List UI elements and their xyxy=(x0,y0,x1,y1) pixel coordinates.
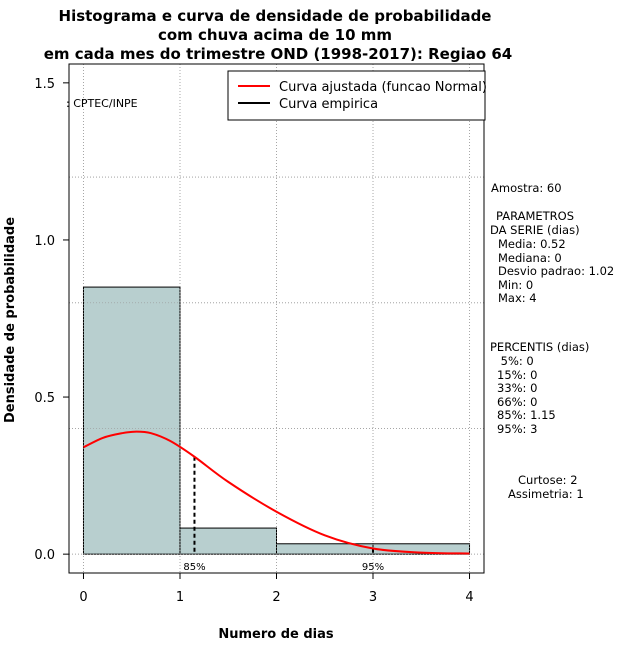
sample-size: Amostra: 60 xyxy=(491,181,562,195)
parameters-list: Media: 0.52 Mediana: 0 Desvio padrao: 1.… xyxy=(498,237,615,306)
percentile-95: 95%: 3 xyxy=(497,421,538,436)
y-tick-label: 0.0 xyxy=(34,548,55,563)
parameters-subtitle: DA SERIE (dias) xyxy=(490,223,580,237)
y-axis: 0.0 0.5 1.0 1.5 xyxy=(34,77,70,563)
y-axis-label: Densidade de probabilidade xyxy=(3,217,18,423)
percentile-33: 33%: 0 xyxy=(497,381,538,396)
legend-empirical-label: Curva empirica xyxy=(279,97,378,112)
percentile-85: 85%: 1.15 xyxy=(497,408,556,423)
percentiles-list: 5%: 0 15%: 0 33%: 0 66%: 0 85%: 1.15 95%… xyxy=(497,354,556,437)
x-tick-label: 2 xyxy=(272,590,280,605)
percentile-66: 66%: 0 xyxy=(497,394,538,409)
x-tick-label: 1 xyxy=(176,590,184,605)
chart-title: Histograma e curva de densidade de proba… xyxy=(44,7,513,63)
parameters-title: PARAMETROS xyxy=(496,209,575,223)
percentile-5: 5%: 0 xyxy=(497,354,534,368)
param-stddev: Desvio padrao: 1.02 xyxy=(498,264,615,279)
kurtosis: Curtose: 2 xyxy=(518,473,578,487)
legend: Curva ajustada (funcao Normal) Curva emp… xyxy=(227,70,487,121)
legend-box xyxy=(227,70,486,121)
x-tick-label: 3 xyxy=(369,590,377,605)
percentile-15: 15%: 0 xyxy=(497,367,538,382)
percentile-marker-label: 85% xyxy=(183,562,205,573)
histogram-bars xyxy=(69,64,484,573)
percentile-marker-label: 95% xyxy=(362,562,384,573)
y-tick-label: 1.5 xyxy=(34,77,55,92)
param-max: Max: 4 xyxy=(498,291,537,306)
legend-fit-label: Curva ajustada (funcao Normal) xyxy=(279,80,487,95)
title-line-2: com chuva acima de 10 mm xyxy=(158,26,392,44)
x-tick-label: 0 xyxy=(79,590,87,605)
x-tick-label: 4 xyxy=(465,590,473,605)
x-axis-label: Numero de dias xyxy=(218,627,334,642)
watermark: : CPTEC/INPE xyxy=(66,97,138,110)
histogram-bar xyxy=(82,286,181,555)
title-line-1: Histograma e curva de densidade de proba… xyxy=(59,7,492,25)
param-mean: Media: 0.52 xyxy=(498,237,566,251)
param-median: Mediana: 0 xyxy=(498,250,562,265)
y-tick-label: 1.0 xyxy=(34,234,55,249)
skewness: Assimetria: 1 xyxy=(508,487,584,501)
x-axis: 0 1 2 3 4 xyxy=(79,572,474,605)
title-line-3: em cada mes do trimestre OND (1998-2017)… xyxy=(44,45,513,63)
param-min: Min: 0 xyxy=(498,277,534,292)
y-tick-label: 0.5 xyxy=(34,391,55,406)
percentiles-title: PERCENTIS (dias) xyxy=(490,340,590,354)
fitted-curve-line xyxy=(83,430,470,555)
